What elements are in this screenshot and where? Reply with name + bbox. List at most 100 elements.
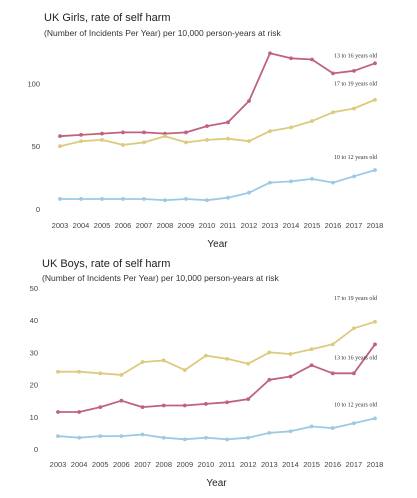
series-line [57,417,376,441]
data-point [309,363,314,368]
data-point [352,68,356,73]
x-tick-label: 2004 [73,221,90,230]
x-tick-label: 2015 [303,460,320,469]
data-point [309,347,314,352]
data-point [77,369,82,374]
chart-title: UK Girls, rate of self harm [44,12,171,24]
data-point [267,377,272,382]
data-point [247,99,251,103]
chart-subtitle: (Number of Incidents Per Year) per 10,00… [42,273,279,283]
data-point [352,106,356,111]
data-point [309,424,314,429]
data-point [351,371,356,376]
series-17-to-19-years-old: 17 to 19 years old [56,296,377,377]
series-line [58,343,376,413]
x-tick-label: 2008 [157,221,174,230]
x-tick-label: 2008 [155,460,172,469]
data-point [226,195,230,200]
series-13-to-16-years-old: 13 to 16 years old [58,51,377,139]
data-point [163,134,167,139]
x-tick-label: 2005 [92,460,109,469]
data-point [161,403,166,408]
data-point [247,190,251,195]
data-point [268,51,272,56]
data-point [247,139,251,144]
data-point [204,435,208,440]
data-point [267,350,272,355]
data-point [119,434,124,439]
data-point [100,197,104,201]
data-point [100,138,104,142]
boys-plot: 0 10 20 30 40 50 2003 2004 2005 2006 2007 2008 2009 2… [30,284,384,489]
series-label: 10 to 12 years old [334,402,377,408]
x-tick-label: 2016 [325,221,342,230]
data-point [140,432,145,437]
data-point [246,435,251,440]
x-tick-label: 2012 [241,221,258,230]
y-tick-label: 50 [32,142,40,151]
x-tick-label: 2018 [367,221,384,230]
series-line [59,52,376,138]
x-axis-label: Year [206,478,227,489]
data-point [352,174,356,179]
x-tick-label: 2013 [262,221,279,230]
data-point [142,130,146,135]
data-point [226,120,230,125]
data-point [225,400,229,405]
data-point [182,403,187,408]
chart-subtitle: (Number of Incidents Per Year) per 10,00… [44,28,281,38]
data-point [79,197,83,201]
data-point [204,353,208,358]
series-13-to-16-years-old: 13 to 16 years old [56,342,377,414]
x-tick-label: 2014 [282,460,299,469]
data-point [204,402,208,406]
data-point [310,57,314,62]
data-point [289,56,293,61]
data-point [289,179,293,184]
x-tick-label: 2011 [219,460,235,469]
y-tick-label: 50 [30,284,38,293]
data-point [58,134,62,139]
x-tick-label: 2013 [261,460,278,469]
series-label: 17 to 19 years old [334,296,377,302]
x-tick-label: 2015 [304,221,321,230]
y-tick-label: 20 [30,381,38,390]
data-point [288,429,293,434]
y-tick-label: 30 [30,348,38,357]
x-tick-label: 2006 [115,221,132,230]
data-point [182,437,187,442]
x-tick-label: 2016 [324,460,341,469]
series-label: 13 to 16 years old [334,355,377,361]
data-point [119,398,124,403]
data-point [205,124,209,129]
y-tick-label: 0 [34,445,38,454]
x-tick-label: 2003 [52,221,69,230]
data-point [58,144,62,149]
data-point [331,110,335,115]
data-point [331,71,335,76]
x-tick-label: 2018 [367,460,384,469]
data-point [330,342,335,347]
chart-title: UK Boys, rate of self harm [42,258,171,270]
data-point [289,125,293,130]
x-tick-label: 2005 [94,221,111,230]
data-point [225,356,229,361]
data-point [373,342,377,347]
data-point [58,197,62,201]
x-tick-label: 2010 [198,460,215,469]
data-point [121,143,125,147]
data-point [246,397,251,401]
data-point [140,360,145,364]
data-point [56,369,60,374]
data-point [121,130,125,135]
series-label: 10 to 12 years old [334,155,377,161]
data-point [288,374,293,379]
x-tick-label: 2004 [71,460,88,469]
x-tick-label: 2017 [346,460,363,469]
data-point [98,371,103,376]
data-point [77,435,82,440]
x-tick-label: 2007 [134,460,151,469]
data-point [121,197,125,201]
data-point [310,176,314,181]
data-point [225,437,229,442]
